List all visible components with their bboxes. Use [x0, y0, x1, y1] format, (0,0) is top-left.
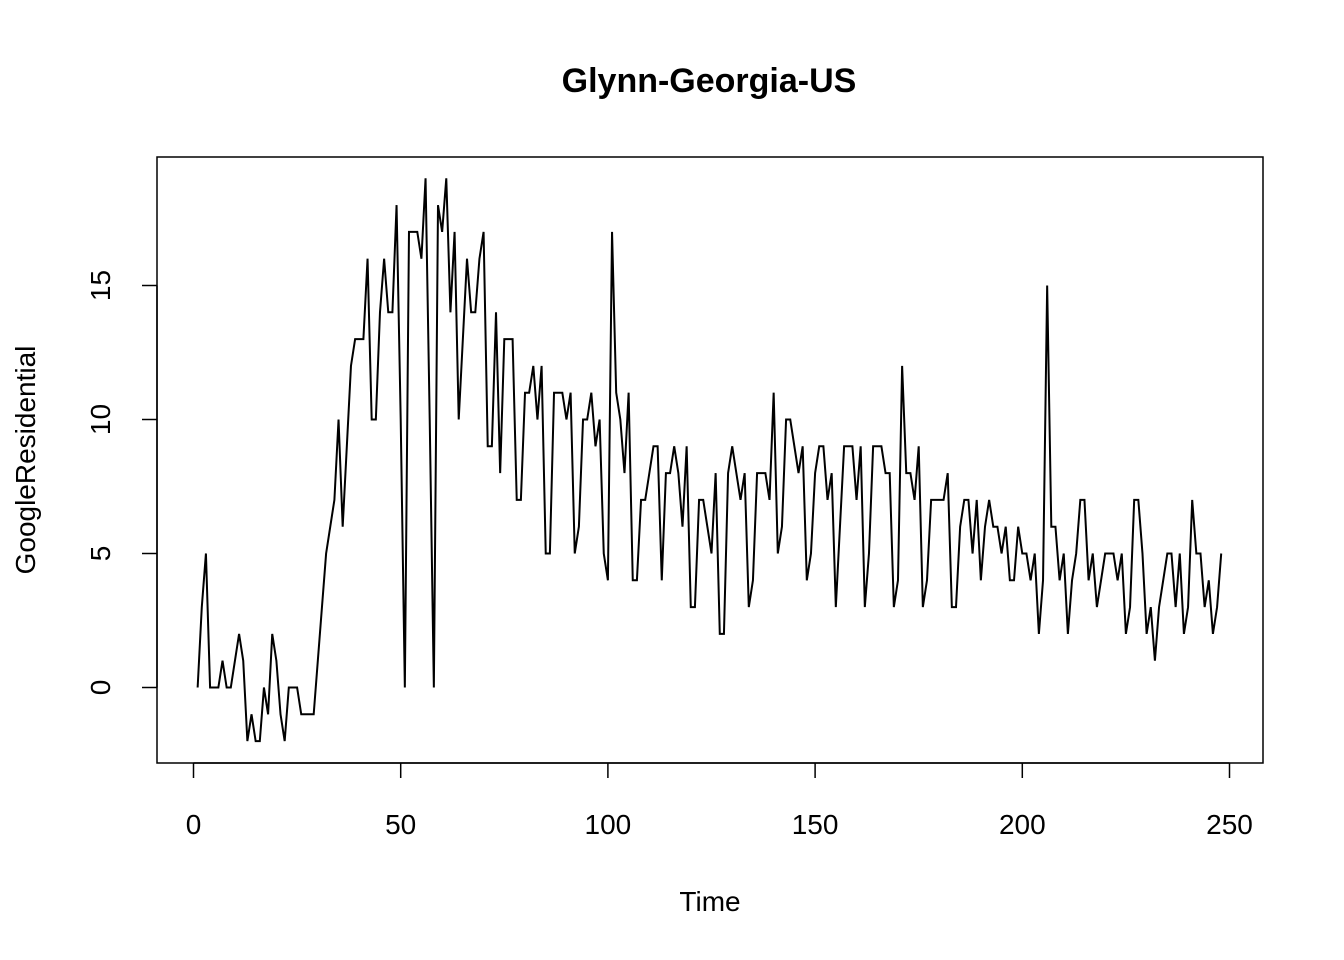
x-tick-label: 150 — [792, 809, 839, 840]
y-tick-label: 0 — [85, 680, 116, 696]
x-tick-label: 250 — [1206, 809, 1253, 840]
x-axis: 0 50 100 150 200 250 — [186, 762, 1253, 840]
series-line-0 — [196, 178, 1223, 743]
y-axis: 0 5 10 15 — [85, 270, 158, 696]
x-axis-label: Time — [679, 886, 740, 917]
chart-title: Glynn-Georgia-US — [562, 62, 857, 100]
data-layer — [196, 178, 1223, 743]
y-tick-label: 5 — [85, 546, 116, 562]
plot-frame — [156, 156, 1264, 764]
y-tick-label: 10 — [85, 404, 116, 435]
x-tick-label: 50 — [385, 809, 416, 840]
x-tick-label: 100 — [585, 809, 632, 840]
y-axis-label: GoogleResidential — [10, 346, 41, 575]
x-tick-label: 200 — [999, 809, 1046, 840]
y-tick-label: 15 — [85, 270, 116, 301]
x-tick-label: 0 — [186, 809, 202, 840]
